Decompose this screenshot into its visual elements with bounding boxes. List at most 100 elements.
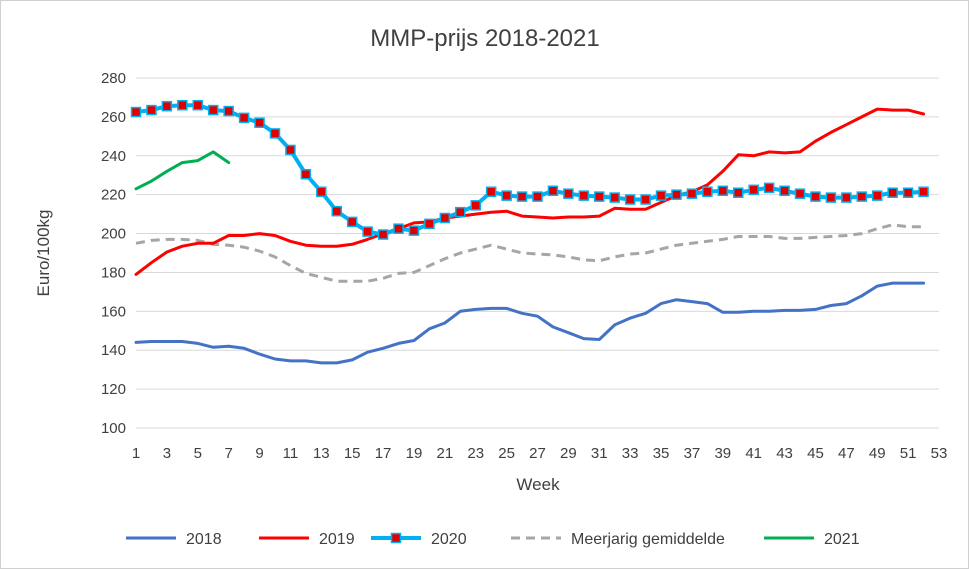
series-line-2020 — [134, 103, 926, 237]
y-tick-label: 180 — [101, 264, 126, 281]
x-tick-label: 51 — [900, 445, 917, 462]
data-point-2020 — [177, 99, 188, 111]
y-axis-title: Euro/100kg — [34, 210, 53, 297]
data-point-2020 — [424, 218, 435, 230]
legend-marker-2020 — [390, 532, 402, 544]
x-tick-label: 43 — [776, 445, 793, 462]
data-point-2020 — [918, 186, 929, 197]
data-point-2020 — [161, 100, 173, 112]
data-point-2020 — [377, 229, 389, 240]
legend-label-2019: 2019 — [319, 531, 355, 548]
x-tick-label: 3 — [163, 445, 171, 462]
data-point-2020 — [393, 223, 404, 234]
data-point-2020 — [686, 188, 698, 199]
data-point-2020 — [763, 182, 775, 194]
x-tick-label: 5 — [194, 445, 202, 462]
series-line-2019 — [134, 107, 926, 276]
x-tick-label: 35 — [653, 445, 670, 462]
x-tick-label: 39 — [714, 445, 731, 462]
data-point-2020 — [254, 117, 265, 128]
data-point-2020 — [671, 189, 682, 200]
x-tick-label: 25 — [498, 445, 515, 462]
x-tick-label: 45 — [807, 445, 824, 462]
x-tick-label: 11 — [283, 445, 299, 462]
legend-label-2021: 2021 — [824, 531, 860, 548]
x-tick-label: 15 — [344, 445, 361, 462]
x-tick-label: 1 — [132, 445, 140, 462]
data-point-2020 — [439, 212, 451, 224]
x-tick-label: 37 — [684, 445, 701, 462]
data-point-2020 — [300, 169, 312, 180]
data-point-2020 — [408, 225, 420, 236]
data-point-2020 — [609, 192, 620, 203]
data-point-2020 — [655, 190, 667, 201]
x-tick-label: 53 — [931, 445, 948, 462]
x-tick-label: 21 — [437, 445, 454, 462]
data-point-2020 — [331, 205, 342, 217]
x-tick-label: 41 — [745, 445, 762, 462]
data-point-2020 — [563, 188, 574, 199]
y-tick-label: 280 — [101, 70, 126, 87]
data-point-2020 — [285, 144, 296, 156]
data-point-2020 — [532, 191, 543, 202]
data-point-2020 — [871, 190, 883, 201]
series-line-2021 — [134, 150, 231, 191]
series-line-2018 — [134, 281, 926, 365]
data-point-2020 — [841, 192, 852, 203]
x-tick-label: 47 — [838, 445, 855, 462]
y-tick-label: 200 — [101, 226, 126, 243]
x-tick-label: 7 — [224, 445, 232, 462]
gridlines — [136, 77, 939, 429]
y-axis-ticks: 100 120 140 160 180 200 220 240 260 280 — [101, 70, 126, 437]
data-point-2020 — [501, 190, 512, 201]
series-line-meerjarig-gemiddelde — [135, 223, 924, 283]
legend-label-2020: 2020 — [431, 531, 467, 548]
y-tick-label: 100 — [101, 420, 126, 437]
data-point-2020 — [902, 187, 914, 198]
data-point-2020 — [594, 191, 605, 202]
x-axis-ticks: 1 3 5 7 9 11 13 15 17 19 21 23 25 27 29 31 33 35 37 39 41 43 4… — [132, 445, 948, 462]
data-point-2020 — [223, 105, 234, 117]
data-point-2020 — [130, 106, 142, 118]
data-point-2020 — [702, 186, 713, 197]
x-tick-label: 49 — [869, 445, 886, 462]
data-point-2020 — [624, 194, 636, 205]
x-tick-label: 33 — [622, 445, 639, 462]
chart-title: MMP-prijs 2018-2021 — [370, 25, 599, 52]
y-tick-label: 240 — [101, 148, 126, 165]
series-group — [130, 99, 929, 365]
y-tick-label: 260 — [101, 109, 126, 126]
x-tick-label: 13 — [313, 445, 330, 462]
y-tick-label: 220 — [101, 187, 126, 204]
data-point-2020 — [455, 206, 466, 218]
data-point-2020 — [146, 104, 157, 116]
data-point-2020 — [748, 184, 759, 196]
x-tick-label: 29 — [560, 445, 577, 462]
data-point-2020 — [346, 216, 358, 228]
y-tick-label: 120 — [101, 381, 126, 398]
legend-label-meerjarig-gemiddelde: Meerjarig gemiddelde — [571, 531, 725, 548]
data-point-2020 — [470, 200, 481, 211]
data-point-2020 — [269, 128, 281, 139]
x-tick-label: 17 — [375, 445, 392, 462]
data-point-2020 — [207, 104, 219, 116]
data-point-2020 — [485, 186, 497, 197]
data-point-2020 — [779, 185, 790, 197]
y-tick-label: 160 — [101, 303, 126, 320]
data-point-2020 — [238, 112, 250, 124]
x-tick-label: 19 — [406, 445, 423, 462]
data-point-2020 — [640, 194, 651, 205]
data-point-2020 — [810, 191, 821, 202]
data-point-2020 — [717, 185, 729, 197]
data-point-2020 — [362, 226, 373, 237]
legend: 2018 2019 2020 Meerjarig gemiddelde 2021 — [126, 531, 860, 548]
data-point-2020 — [192, 99, 204, 111]
data-point-2020 — [516, 191, 528, 202]
data-point-2020 — [316, 186, 327, 197]
data-point-2020 — [733, 187, 744, 198]
data-point-2020 — [794, 188, 806, 199]
y-tick-label: 140 — [101, 342, 126, 359]
data-point-2020 — [578, 190, 590, 201]
